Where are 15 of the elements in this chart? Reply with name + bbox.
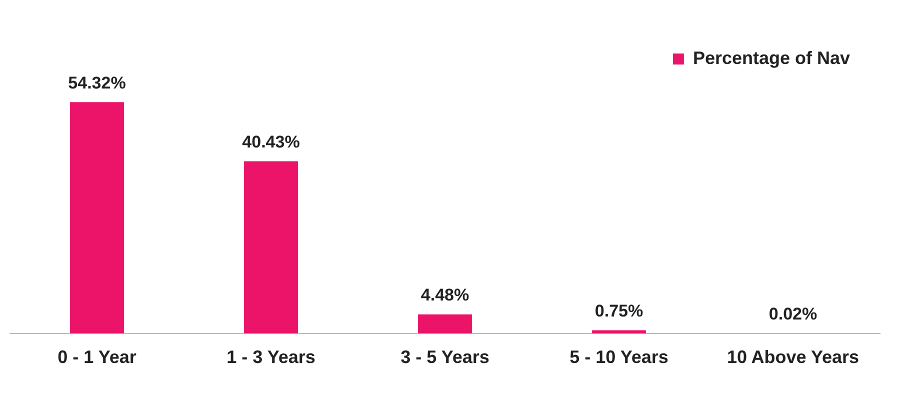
legend-label: Percentage of Nav — [692, 48, 850, 68]
bar — [592, 330, 646, 334]
x-tick-label: 5 - 10 Years — [570, 347, 668, 368]
data-label: 0.75% — [594, 301, 644, 320]
bar — [244, 161, 298, 334]
x-tick-label: 10 Above Years — [726, 347, 860, 368]
data-label: 40.43% — [242, 132, 300, 152]
x-tick-label: 0 - 1 Year — [58, 347, 136, 368]
data-label: 0.02% — [768, 304, 818, 324]
bar — [70, 102, 124, 334]
data-label: 54.32% — [68, 73, 126, 92]
x-tick-label: 3 - 5 Years — [400, 347, 490, 368]
x-tick-label: 1 - 3 Years — [226, 347, 316, 368]
bar — [418, 314, 472, 334]
data-label: 4.48% — [420, 286, 470, 305]
